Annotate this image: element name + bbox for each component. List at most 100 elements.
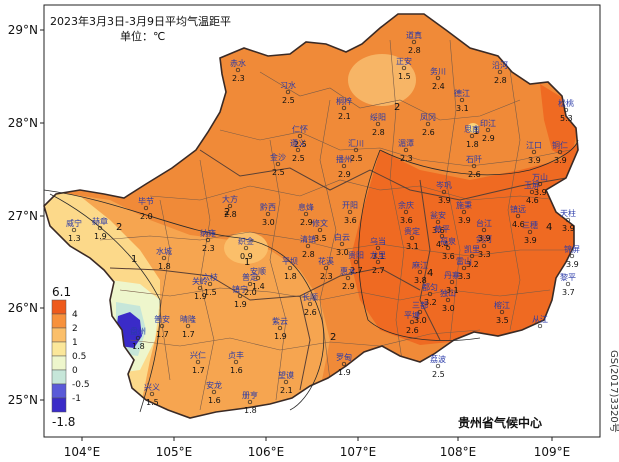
station-marker — [557, 149, 563, 155]
y-tick-label: 28°N — [8, 116, 38, 130]
station-value: 3.6 — [344, 216, 357, 225]
station: 锦屏 3.9 — [564, 244, 580, 269]
station-value: 2.8 — [494, 76, 507, 85]
station-value: 2.5 — [282, 96, 295, 105]
producer-label: 贵州省气候中心 — [458, 415, 542, 430]
station-marker — [461, 265, 467, 271]
station-value: 3.8 — [414, 276, 427, 285]
station-marker — [159, 323, 165, 329]
x-tick-label: 105°E — [156, 445, 193, 459]
station: 余庆 3.6 — [398, 200, 414, 225]
station-value: 3.5 — [314, 234, 327, 243]
station-marker — [297, 133, 303, 139]
station: 从江 — [532, 315, 548, 329]
y-tick-label: 29°N — [8, 23, 38, 37]
station: 遵义2.5 — [290, 138, 306, 163]
station-value: 1.7 — [156, 330, 169, 339]
station-value: 2.3 — [320, 272, 333, 281]
y-tick-label: 25°N — [8, 393, 38, 407]
station-name: 剑河 — [476, 234, 492, 244]
station: 思南 1.8 — [464, 124, 480, 149]
station-value: 0.9 — [240, 252, 253, 261]
legend-swatch — [51, 299, 67, 315]
station: 施秉 3.9 — [456, 200, 472, 225]
zone-above-4 — [350, 140, 578, 345]
station-name: 石阡 — [466, 155, 482, 164]
contour-label: 4 — [427, 268, 433, 279]
station-value: 4.6 — [512, 220, 525, 229]
x-tick-label: 108°E — [440, 445, 477, 459]
station-marker — [195, 359, 201, 365]
station: 普安 1.7 — [154, 314, 170, 339]
station-name: 仁怀 — [292, 124, 308, 134]
station: 沿河 2.8 — [492, 60, 508, 85]
station-value: 3.9 — [534, 188, 547, 197]
station-value: 1.6 — [208, 396, 221, 405]
station-name: 毕节 — [138, 196, 154, 206]
station-name: 大方 — [222, 194, 238, 204]
station-value: 2.3 — [232, 74, 245, 83]
station-name: 黎平 — [560, 272, 576, 282]
station-marker — [497, 69, 503, 75]
legend-max-label: 6.1 — [52, 285, 71, 299]
station-name: 凯里 — [464, 244, 480, 254]
zone-above-4-northeast — [540, 84, 578, 160]
station-value: 2.6 — [406, 326, 419, 335]
station-marker — [339, 241, 345, 247]
station-value: 1.8 — [284, 272, 297, 281]
legend-swatch — [51, 341, 67, 357]
plot-frame — [43, 4, 601, 438]
contour-lines — [43, 139, 579, 413]
station: 花溪 2.3 — [318, 256, 334, 281]
station-name: 丹寨 — [444, 270, 460, 280]
station-value: 3.6 — [432, 226, 445, 235]
station-name: 汇川 — [348, 139, 364, 148]
station-marker — [323, 265, 329, 271]
station-value: 3.1 — [372, 252, 385, 261]
station-marker — [439, 233, 445, 239]
station-marker — [427, 291, 433, 297]
station: 贞丰 1.6 — [228, 350, 244, 375]
station-marker — [375, 259, 381, 265]
station-name: 镇宁 — [232, 284, 248, 294]
legend-swatch — [51, 397, 67, 413]
station-value: 1.6 — [230, 366, 243, 375]
station-name: 遵义 — [290, 138, 306, 148]
station-value: 2.9 — [338, 170, 351, 179]
station-value: 2.0 — [140, 212, 153, 221]
station-value: 1.5 — [398, 72, 411, 81]
station: 印江 2.9 — [480, 119, 496, 143]
contour-label: 4 — [546, 222, 552, 233]
station-marker — [481, 243, 487, 249]
station: 石阡 2.6 — [466, 155, 482, 179]
station-name: 正安 — [396, 56, 412, 66]
station-marker — [375, 121, 381, 127]
station-value: 3.9 — [524, 236, 537, 245]
station-name: 德江 — [454, 88, 470, 98]
station-marker — [403, 147, 409, 153]
station-name: 从江 — [532, 315, 548, 324]
station: 赤水 2.3 — [230, 58, 246, 83]
station: 乌当 3.1 — [370, 236, 386, 261]
station-name: 修文 — [312, 218, 328, 228]
station: 松桃 5.3 — [558, 98, 574, 123]
station-value: 3.7 — [562, 288, 575, 297]
zone-zhengan-cool — [348, 54, 416, 106]
legend-swatch — [51, 369, 67, 385]
station-marker — [449, 279, 455, 285]
station-name: 贵定 — [404, 226, 420, 236]
station-name: 三穗 — [522, 220, 538, 230]
contour-label: 2 — [394, 102, 400, 113]
station-name: 镇远 — [510, 204, 526, 214]
station: 晴隆 1.7 — [180, 314, 196, 339]
station-value: 3.9 — [478, 234, 491, 243]
station: 织金 0.9 — [238, 236, 254, 261]
station-marker — [233, 359, 239, 365]
prefecture-boundaries — [109, 149, 567, 391]
station-name: 余庆 — [398, 200, 414, 210]
station-marker — [235, 67, 241, 73]
station-name: 湄潭 — [398, 139, 414, 148]
station: 榕江 3.5 — [494, 300, 510, 325]
station-name: 六枝 — [202, 272, 218, 282]
